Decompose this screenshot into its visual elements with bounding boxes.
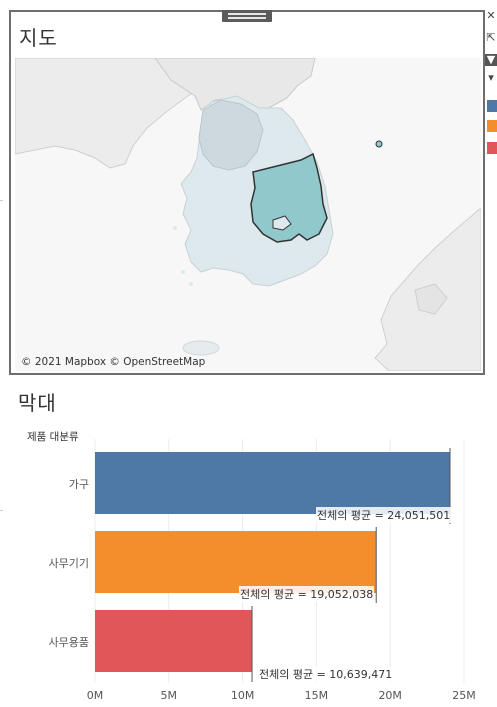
row-header[interactable]: 제품 대분류 xyxy=(27,431,79,443)
map-title: 지도 xyxy=(19,26,58,50)
category-label[interactable]: 가구 xyxy=(68,478,89,491)
category-label[interactable]: 사무기기 xyxy=(48,557,89,570)
category-label[interactable]: 사무용품 xyxy=(48,636,89,649)
bar-title: 막대 xyxy=(18,391,57,415)
reference-line-label: 전체의 평균 = 19,052,038 xyxy=(239,586,375,602)
island-west-3 xyxy=(173,226,177,230)
bar-chart[interactable] xyxy=(9,377,485,707)
island-west-2 xyxy=(189,282,193,286)
bar-panel[interactable]: 막대 제품 대분류 가구 사무기기 사무용품 전체의 평균 = 24,051,5… xyxy=(9,377,485,707)
drag-handle-icon[interactable] xyxy=(222,10,272,22)
map-view[interactable]: © 2021 Mapbox © OpenStreetMap xyxy=(15,58,481,371)
region-gyeongsang[interactable] xyxy=(250,152,328,243)
island-japan xyxy=(414,283,448,315)
side-toolbar: ✕ ⇱ ▼ ▾ xyxy=(485,10,497,160)
reference-line-label: 전체의 평균 = 24,051,501 xyxy=(316,507,452,523)
island-east[interactable] xyxy=(375,140,383,148)
bar[interactable] xyxy=(95,610,253,672)
scroll-marker xyxy=(0,200,3,201)
reference-line-label: 전체의 평균 = 10,639,471 xyxy=(258,666,394,682)
legend-swatch-office-machines[interactable] xyxy=(487,120,497,132)
korea-map[interactable] xyxy=(15,58,481,371)
region-gyeonggi[interactable] xyxy=(198,99,264,171)
island-jeju xyxy=(182,340,220,356)
legend-swatch-furniture[interactable] xyxy=(487,100,497,112)
bar[interactable] xyxy=(95,531,377,593)
scroll-marker xyxy=(0,510,3,511)
bar[interactable] xyxy=(95,452,451,514)
x-tick-label: 10M xyxy=(230,689,255,702)
map-attribution[interactable]: © 2021 Mapbox © OpenStreetMap xyxy=(21,356,206,368)
x-tick-label: 20M xyxy=(378,689,402,702)
x-tick-label: 15M xyxy=(304,689,329,702)
region-daegu-inner[interactable] xyxy=(272,215,292,231)
filter-icon[interactable]: ▼ xyxy=(485,53,497,66)
dropdown-icon[interactable]: ▾ xyxy=(488,71,494,84)
legend-swatch-office-supplies[interactable] xyxy=(487,142,497,154)
x-tick-label: 25M xyxy=(452,689,476,702)
x-tick-label: 5M xyxy=(160,689,178,702)
x-tick-label: 0M xyxy=(86,689,104,702)
island-west-1 xyxy=(181,270,185,274)
popout-icon[interactable]: ⇱ xyxy=(486,31,496,44)
close-icon[interactable]: ✕ xyxy=(486,9,496,22)
map-panel[interactable]: 지도 © 2021 Mapbox © Ope xyxy=(9,10,485,375)
